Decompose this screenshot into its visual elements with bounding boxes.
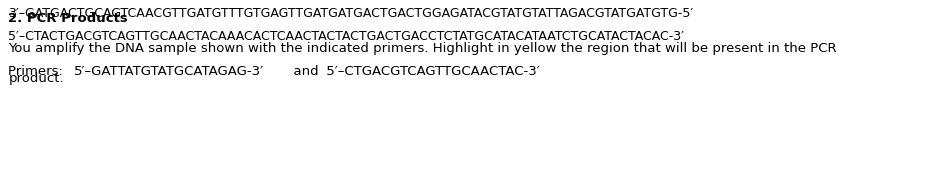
Text: 3′–GATGACTGCAGTCAACGTTGATGTTTGTGAGTTGATGATGACTGACTGGAGATACGTATGTATTAGACGTATGATGT: 3′–GATGACTGCAGTCAACGTTGATGTTTGTGAGTTGATG… — [8, 7, 694, 20]
Text: 5′–GATTATGTATGCATAGAG-3′: 5′–GATTATGTATGCATAGAG-3′ — [74, 65, 264, 78]
Text: 5′–CTGACGTCAGTTGCAACTAC-3′: 5′–CTGACGTCAGTTGCAACTAC-3′ — [322, 65, 540, 78]
Text: product.: product. — [8, 72, 64, 85]
Text: and: and — [285, 65, 327, 78]
Text: Primers:: Primers: — [8, 65, 71, 78]
Text: 2. PCR Products: 2. PCR Products — [8, 12, 128, 25]
Text: You amplify the DNA sample shown with the indicated primers. Highlight in yellow: You amplify the DNA sample shown with th… — [8, 42, 837, 55]
Text: 5′–CTACTGACGTCAGTTGCAACTACAAACACTCAACTACTACTGACTGACCTCTATGCATACATAATCTGCATACTACA: 5′–CTACTGACGTCAGTTGCAACTACAAACACTCAACTAC… — [8, 30, 684, 43]
